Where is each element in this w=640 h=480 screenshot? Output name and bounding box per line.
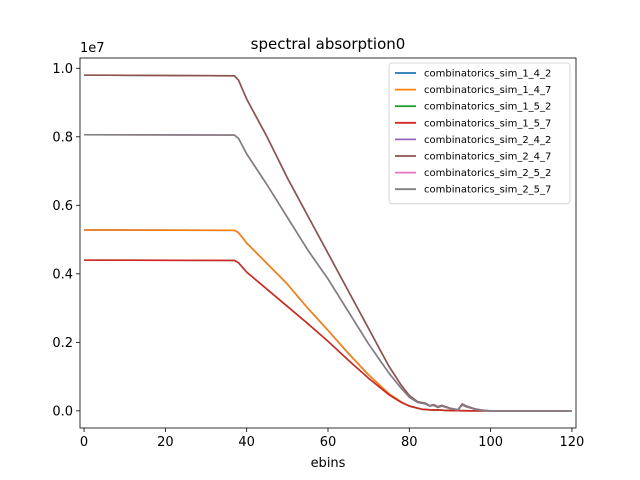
chart-title: spectral absorption0 <box>251 35 406 53</box>
x-tick-label: 60 <box>320 435 337 450</box>
x-tick-label: 100 <box>478 435 503 450</box>
legend-box <box>388 62 571 205</box>
axes-layer: 0 20 40 60 80 100 120 0.0 0.2 0.4 0.6 0.8 1.0 <box>52 57 585 450</box>
y-tick-label: 0.2 <box>52 336 73 351</box>
series-line-4 <box>84 259 572 412</box>
legend-label-8: combinatorics_sim_2_5_7 <box>424 185 551 196</box>
series-line-8 <box>84 133 572 412</box>
y-tick-label: 0.6 <box>52 199 73 214</box>
legend: combinatorics_sim_1_4_2 combinatorics_sim… <box>388 62 571 205</box>
y-tick-label: 0.8 <box>52 130 73 145</box>
legend-label-3: combinatorics_sim_1_5_2 <box>424 102 551 113</box>
x-tick-label: 0 <box>80 435 88 450</box>
x-tick-label: 20 <box>157 435 174 450</box>
legend-label-4: combinatorics_sim_1_5_7 <box>424 118 551 129</box>
y-tick-label: 0.4 <box>52 267 73 282</box>
series-layer <box>84 74 572 412</box>
legend-label-1: combinatorics_sim_1_4_2 <box>424 69 551 80</box>
y-offset-label: 1e7 <box>80 41 105 56</box>
y-tick-label: 1.0 <box>52 62 73 77</box>
x-axis-label: ebins <box>311 456 346 471</box>
x-tick-label: 80 <box>401 435 418 450</box>
legend-label-6: combinatorics_sim_2_4_7 <box>424 152 551 163</box>
legend-label-7: combinatorics_sim_2_5_2 <box>424 168 551 179</box>
legend-label-5: combinatorics_sim_2_4_2 <box>424 135 551 146</box>
x-tick-label: 120 <box>560 435 585 450</box>
x-tick-label: 40 <box>238 435 255 450</box>
y-tick-label: 0.0 <box>52 404 73 419</box>
legend-label-2: combinatorics_sim_1_4_7 <box>424 85 551 96</box>
